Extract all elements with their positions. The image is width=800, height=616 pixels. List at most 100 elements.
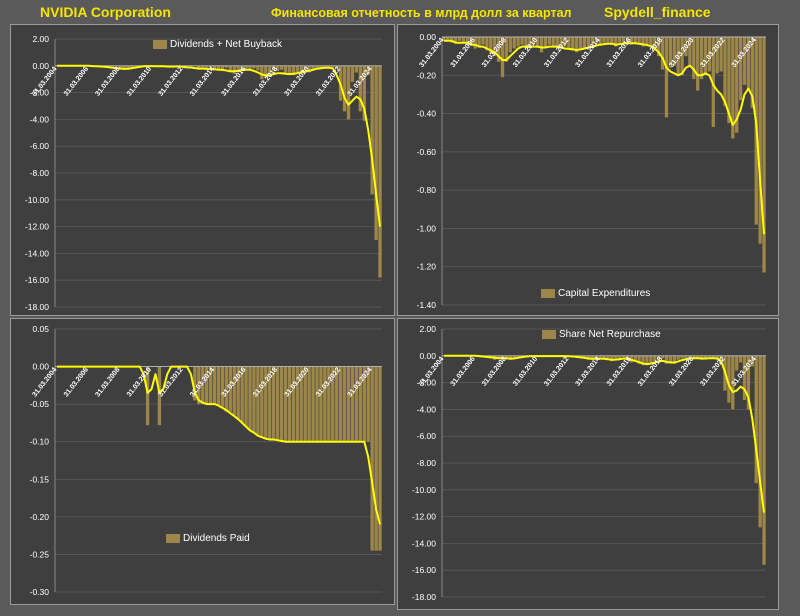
bar xyxy=(370,366,374,551)
trend-line xyxy=(57,64,381,227)
legend-label: Capital Expenditures xyxy=(558,288,651,299)
y-tick-label: -0.10 xyxy=(30,437,50,447)
bar xyxy=(299,366,303,442)
bar xyxy=(295,65,299,73)
bar xyxy=(688,355,692,358)
bar xyxy=(323,366,327,442)
bar xyxy=(504,37,509,62)
bar xyxy=(543,37,548,47)
bar xyxy=(354,366,359,442)
bar xyxy=(264,366,268,438)
bar xyxy=(602,355,606,359)
bar xyxy=(715,355,719,359)
bar xyxy=(692,37,696,80)
y-tick-label: -0.05 xyxy=(30,399,50,409)
y-tick-label: -12.00 xyxy=(25,222,49,232)
bar xyxy=(645,355,649,366)
y-tick-label: -2.00 xyxy=(30,88,50,98)
bar xyxy=(489,37,493,55)
bar xyxy=(457,37,462,41)
bar xyxy=(446,37,450,41)
bar xyxy=(493,37,497,57)
bar xyxy=(224,366,229,412)
bar xyxy=(228,366,232,412)
bar xyxy=(295,366,299,442)
company-title: NVIDIA Corporation xyxy=(40,4,171,20)
bar xyxy=(707,355,712,358)
bar xyxy=(738,355,743,363)
report-subtitle: Финансовая отчетность в млрд долл за ква… xyxy=(271,6,572,20)
bar xyxy=(711,355,715,359)
bar xyxy=(327,366,331,442)
legend-swatch xyxy=(166,534,180,543)
bar xyxy=(271,65,276,72)
bar xyxy=(232,65,236,74)
bar xyxy=(212,65,217,71)
y-tick-label: 2.00 xyxy=(419,324,436,334)
bar xyxy=(680,355,684,359)
bar xyxy=(252,65,256,69)
bar xyxy=(551,37,555,47)
bar xyxy=(240,366,244,423)
y-tick-label: -1.40 xyxy=(417,300,437,310)
legend-swatch xyxy=(541,289,555,298)
bar xyxy=(606,37,610,43)
bar xyxy=(672,37,676,66)
bar xyxy=(637,37,641,43)
bar xyxy=(481,37,485,45)
bar xyxy=(130,65,134,68)
bar xyxy=(738,37,743,101)
bar xyxy=(157,366,162,426)
y-tick-label: 0.00 xyxy=(32,362,49,372)
bar xyxy=(236,65,240,72)
bar xyxy=(220,65,225,72)
bar xyxy=(315,65,319,69)
bar xyxy=(335,366,339,442)
bar xyxy=(582,37,587,49)
bar xyxy=(224,65,229,68)
bar xyxy=(205,65,209,68)
bar xyxy=(645,37,649,45)
bar xyxy=(331,366,335,442)
bar xyxy=(208,366,213,405)
bar xyxy=(649,355,653,363)
bar xyxy=(586,37,591,47)
bar xyxy=(240,65,244,70)
bar xyxy=(653,355,657,362)
bar xyxy=(653,37,657,51)
bar xyxy=(287,366,292,442)
bar xyxy=(731,37,735,139)
chart-share-net-repurchase: 2.00 0.00 -2.00 -4.00 -6.00 -8.00 -10.00 -12.00… xyxy=(412,324,766,602)
bar xyxy=(279,366,284,442)
trend-line xyxy=(444,354,765,513)
legend-label: Share Net Repurchase xyxy=(559,329,661,340)
bar xyxy=(707,37,712,72)
bar xyxy=(567,37,571,49)
bar xyxy=(672,355,676,364)
bar xyxy=(516,355,520,358)
bar xyxy=(366,366,370,442)
y-tick-label: 0.00 xyxy=(419,351,436,361)
bar xyxy=(703,355,708,359)
bar xyxy=(264,65,268,78)
bar xyxy=(201,366,205,405)
x-tick-label: 31.03.2006 xyxy=(63,366,90,398)
y-tick-label: -14.00 xyxy=(412,538,436,548)
bar xyxy=(664,355,669,364)
bar xyxy=(220,366,225,408)
bar xyxy=(271,366,276,440)
legend-dividends-paid: Dividends Paid xyxy=(166,533,250,544)
y-tick-label: -6.00 xyxy=(417,431,437,441)
bar xyxy=(727,37,731,124)
y-tick-label: 0.00 xyxy=(419,32,436,42)
bar xyxy=(656,355,661,360)
bar xyxy=(684,355,688,359)
bar xyxy=(668,37,673,68)
bar xyxy=(676,37,680,76)
bar xyxy=(598,355,602,358)
y-tick-label: -8.00 xyxy=(30,168,50,178)
y-tick-label: -18.00 xyxy=(412,592,436,602)
bar xyxy=(633,355,637,362)
bar xyxy=(232,366,236,416)
y-tick-label: -6.00 xyxy=(30,141,50,151)
